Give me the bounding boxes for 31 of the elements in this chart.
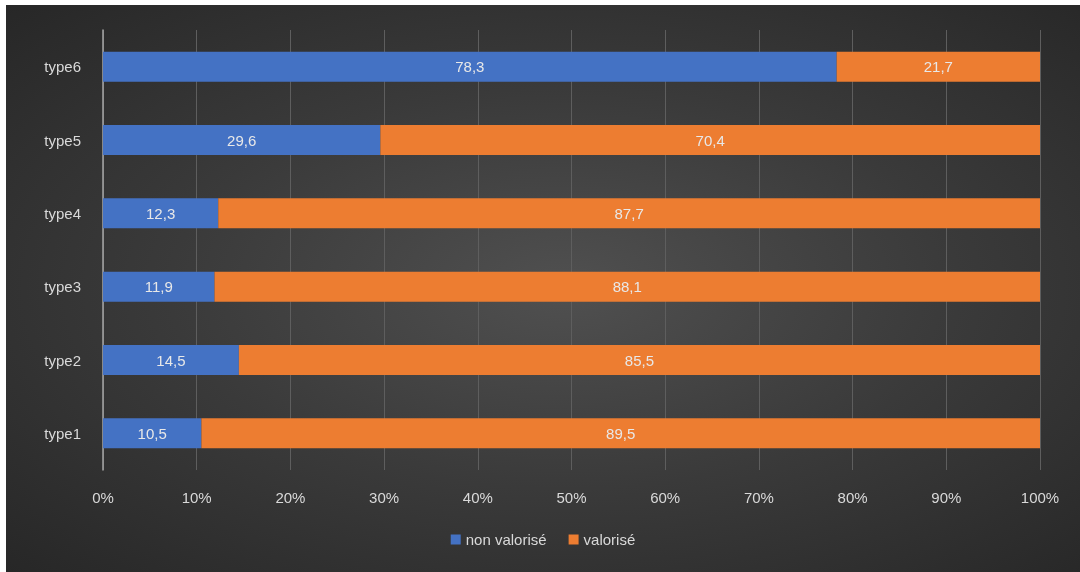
y-tick-label: type6: [44, 58, 81, 76]
data-label: 21,7: [923, 58, 953, 76]
y-tick-label: type3: [44, 278, 81, 296]
x-tick-label: 60%: [650, 489, 681, 506]
x-tick-label: 0%: [92, 489, 114, 506]
x-tick-label: 80%: [837, 489, 868, 506]
data-label: 78,3: [455, 58, 485, 76]
data-label: 89,5: [606, 424, 636, 442]
data-label: 88,1: [612, 278, 642, 296]
y-tick-label: type1: [44, 424, 81, 442]
y-tick-label: type5: [44, 131, 81, 149]
x-tick-label: 10%: [181, 489, 212, 506]
x-tick-label: 50%: [556, 489, 587, 506]
data-label: 10,5: [137, 424, 167, 442]
y-tick-label: type2: [44, 351, 81, 369]
data-label: 11,9: [144, 278, 173, 296]
y-tick-label: type4: [44, 204, 81, 222]
x-tick-label: 20%: [275, 489, 306, 506]
data-label: 29,6: [227, 131, 257, 149]
data-label: 12,3: [146, 204, 176, 222]
legend-label: non valorisé: [465, 531, 547, 548]
data-label: 85,5: [624, 351, 655, 369]
legend-label: valorisé: [583, 531, 636, 548]
x-tick-label: 30%: [369, 489, 400, 506]
x-tick-label: 90%: [931, 489, 962, 506]
data-label: 87,7: [614, 204, 644, 222]
data-label: 14,5: [156, 351, 186, 369]
data-label: 70,4: [695, 131, 725, 149]
x-tick-label: 70%: [743, 489, 774, 506]
x-tick-label: 100%: [1020, 489, 1060, 506]
x-tick-label: 40%: [462, 489, 493, 506]
